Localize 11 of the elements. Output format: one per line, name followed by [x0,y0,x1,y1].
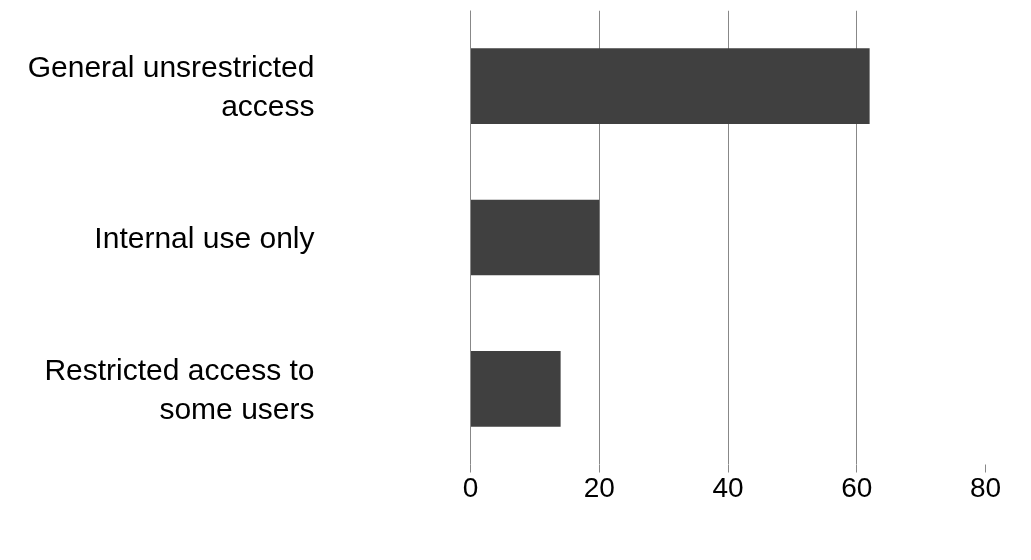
y-tick-label: Internal use only [94,221,315,254]
x-tick-label: 80 [969,471,1002,503]
y-tick-label: General unsrestricted access [27,49,315,123]
bar [470,48,870,124]
x-tick-label: 40 [712,471,744,503]
x-tick-label: 20 [583,471,615,503]
bar [470,351,561,427]
x-tick-label: 60 [841,471,873,503]
x-tick-label: 0 [462,471,479,503]
bar [470,199,600,276]
y-tick-label: Restricted access to some users [44,352,315,426]
